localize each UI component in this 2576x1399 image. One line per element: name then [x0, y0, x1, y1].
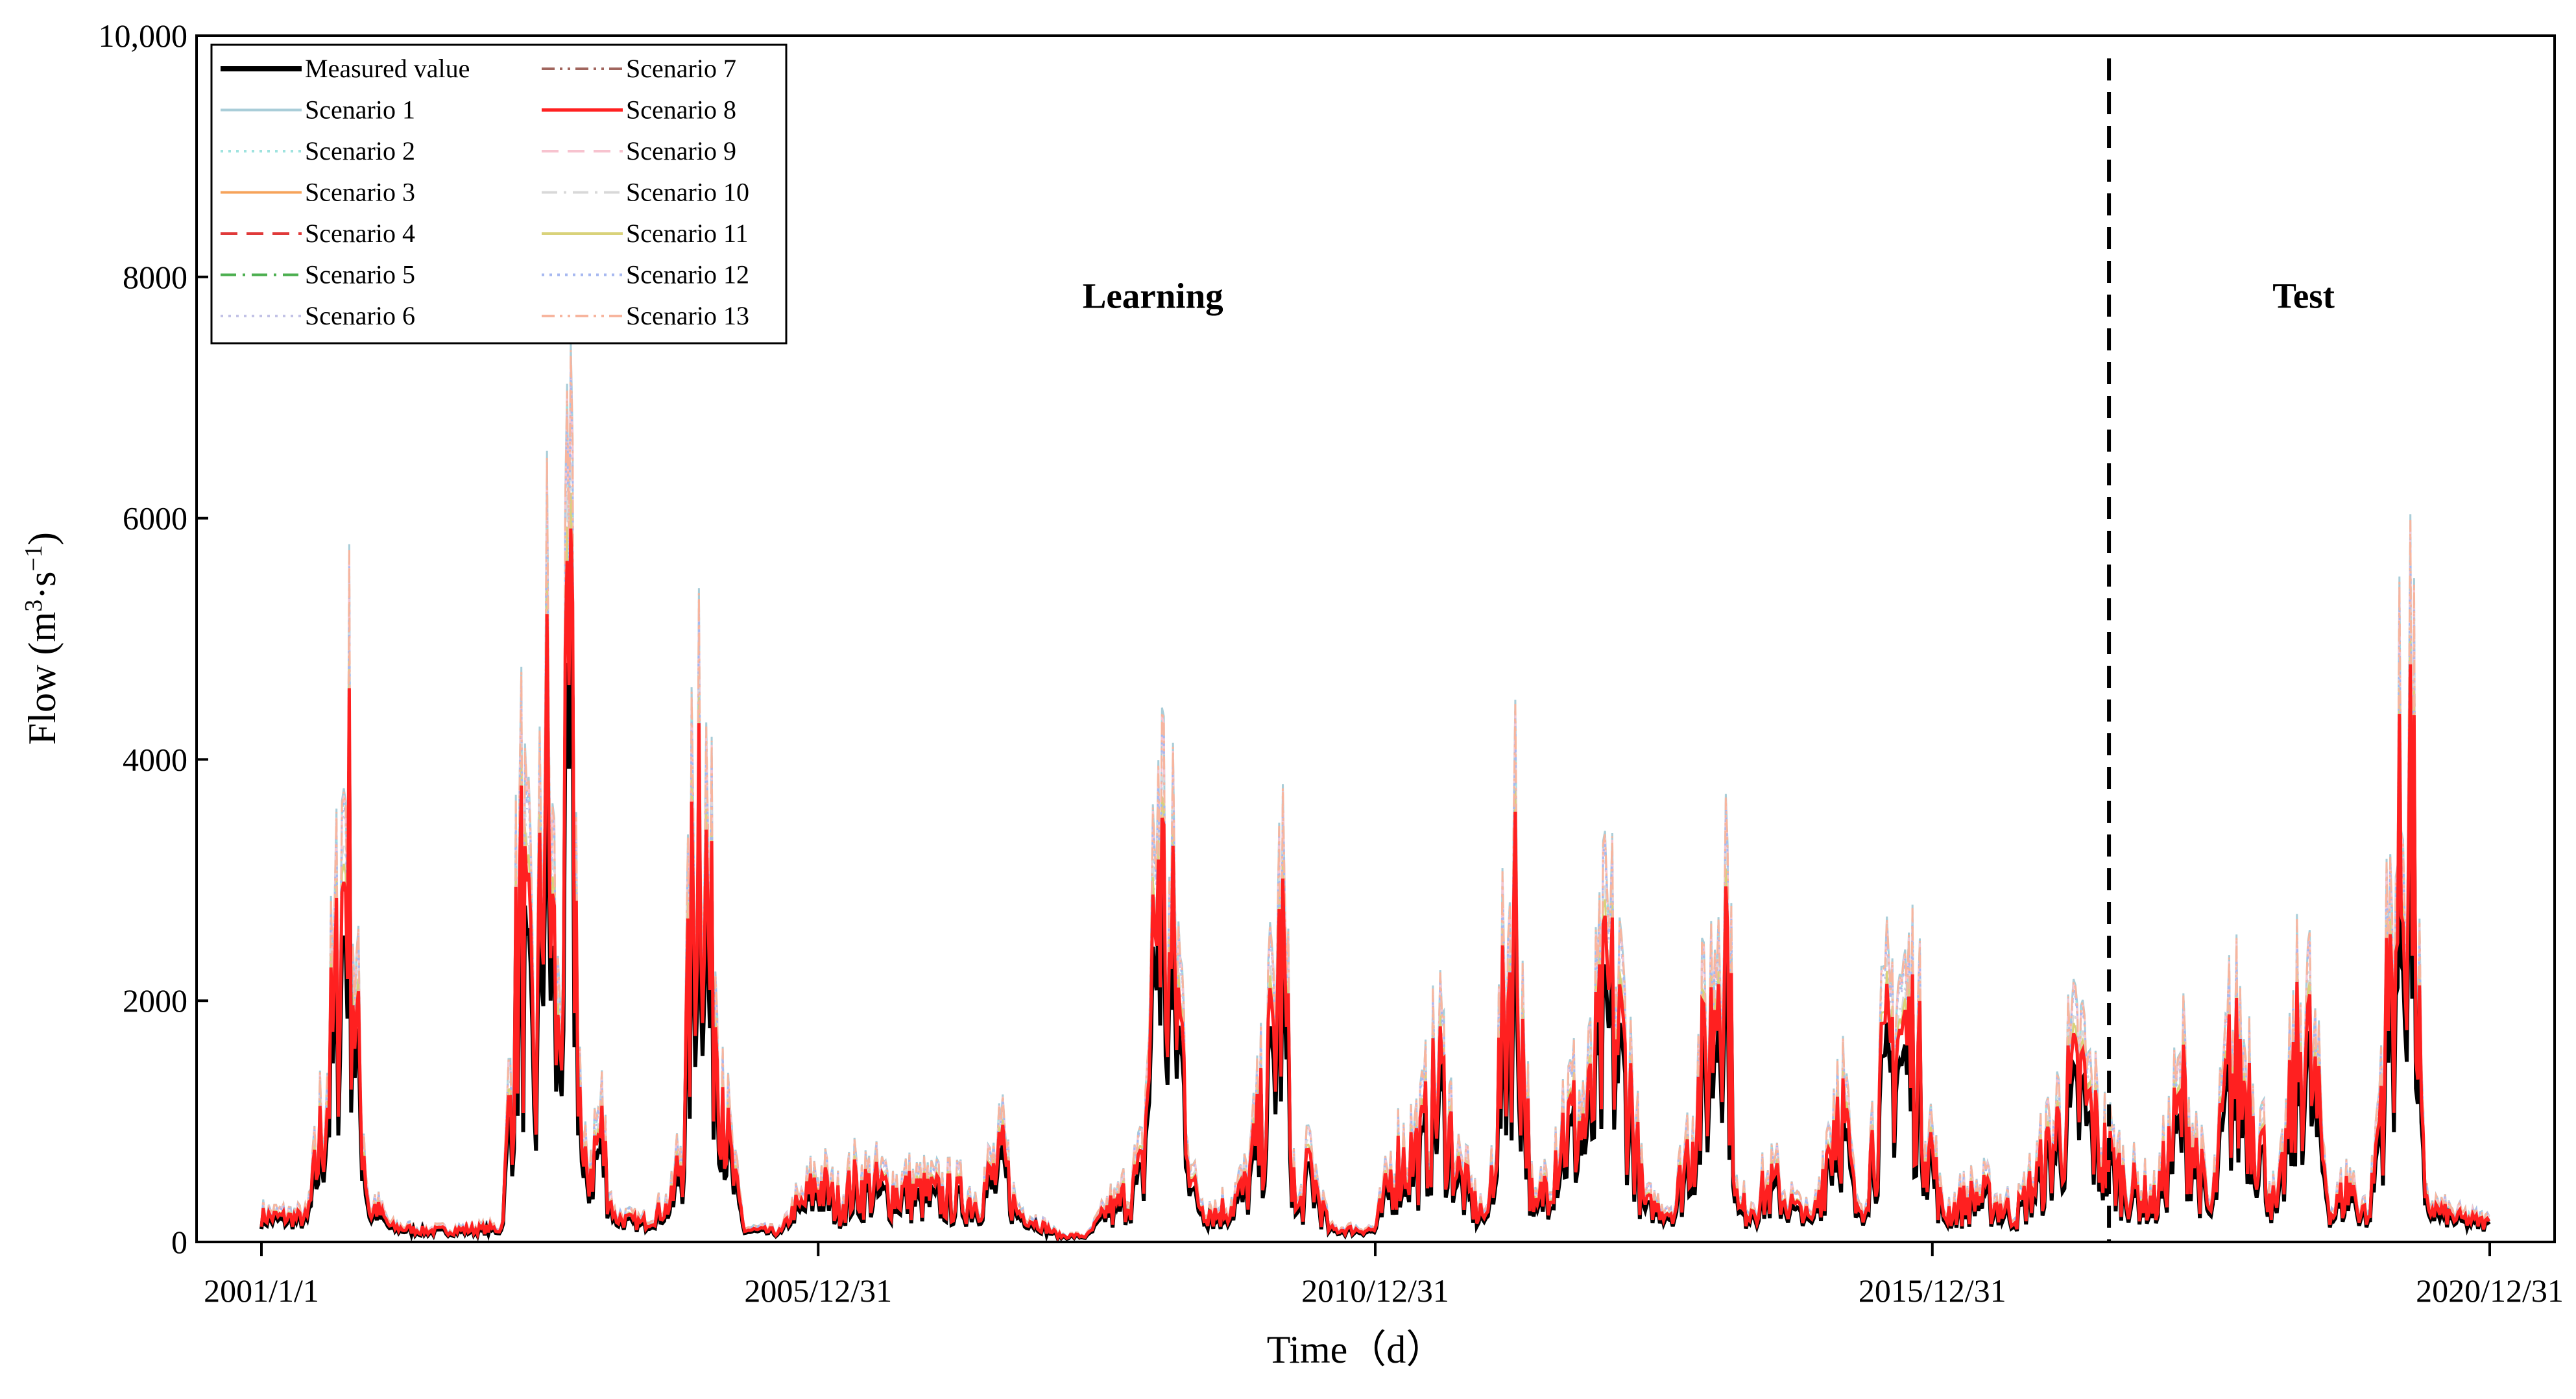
series-line-scenario-12: [260, 371, 2490, 1240]
y-tick-label: 0: [171, 1224, 187, 1260]
series-line-scenario-11: [260, 493, 2490, 1241]
y-axis-title-sup2: −1: [20, 545, 47, 571]
y-axis-title-mid: ·s: [21, 572, 64, 600]
x-tick-label: 2015/12/31: [1859, 1272, 2006, 1309]
y-tick-label: 2000: [123, 982, 187, 1019]
legend-label: Scenario 7: [626, 54, 736, 83]
series-layer: [259, 343, 2491, 1243]
series-line-scenario-2: [260, 364, 2490, 1240]
x-tick-label: 2005/12/31: [744, 1272, 892, 1309]
legend-label: Scenario 12: [626, 260, 749, 289]
y-tick-label: 6000: [123, 500, 187, 537]
legend-label: Scenario 3: [305, 178, 415, 207]
legend-label: Scenario 8: [626, 95, 736, 125]
y-tick-label: 8000: [123, 259, 187, 295]
series-line-scenario-1: [260, 343, 2490, 1240]
x-tick-label: 2020/12/31: [2416, 1272, 2564, 1309]
x-axis-title: Time（d）: [1267, 1328, 1445, 1371]
y-axis-title-sup1: 3: [20, 600, 47, 612]
y-axis-title-main: Flow (m: [21, 612, 64, 745]
x-tick-label: 2001/1/1: [204, 1272, 319, 1309]
series-line-scenario-13: [260, 350, 2490, 1240]
y-axis-title: Flow (m3·s−1): [20, 532, 64, 745]
legend: Measured value Scenario 1 Scenario 2 Scenar…: [210, 43, 788, 345]
legend-label: Scenario 2: [305, 136, 415, 165]
region-labels: Learning Test: [1083, 276, 2335, 316]
y-axis-title-end: ): [21, 532, 64, 545]
legend-label: Scenario 10: [626, 178, 749, 207]
region-label-test: Test: [2272, 276, 2335, 316]
x-tick-label: 2010/12/31: [1301, 1272, 1449, 1309]
legend-label: Scenario 13: [626, 301, 749, 330]
legend-label: Scenario 9: [626, 136, 736, 165]
region-label-learning: Learning: [1083, 276, 1223, 316]
ticks-layer: 0 2000 4000 6000 8000 10,000 2001/1/1 2005/12/3…: [99, 18, 2564, 1309]
legend-label: Scenario 5: [305, 260, 415, 289]
legend-box: [210, 43, 788, 345]
series-line-scenario-9: [260, 357, 2490, 1240]
legend-label: Scenario 11: [626, 219, 748, 248]
y-tick-label: 4000: [123, 741, 187, 777]
legend-label: Scenario 6: [305, 301, 415, 330]
legend-label: Measured value: [305, 54, 470, 83]
series-line-scenario-8: [259, 528, 2491, 1243]
y-tick-label: 10,000: [99, 18, 188, 54]
legend-label: Scenario 4: [305, 219, 415, 248]
legend-label: Scenario 1: [305, 95, 415, 125]
